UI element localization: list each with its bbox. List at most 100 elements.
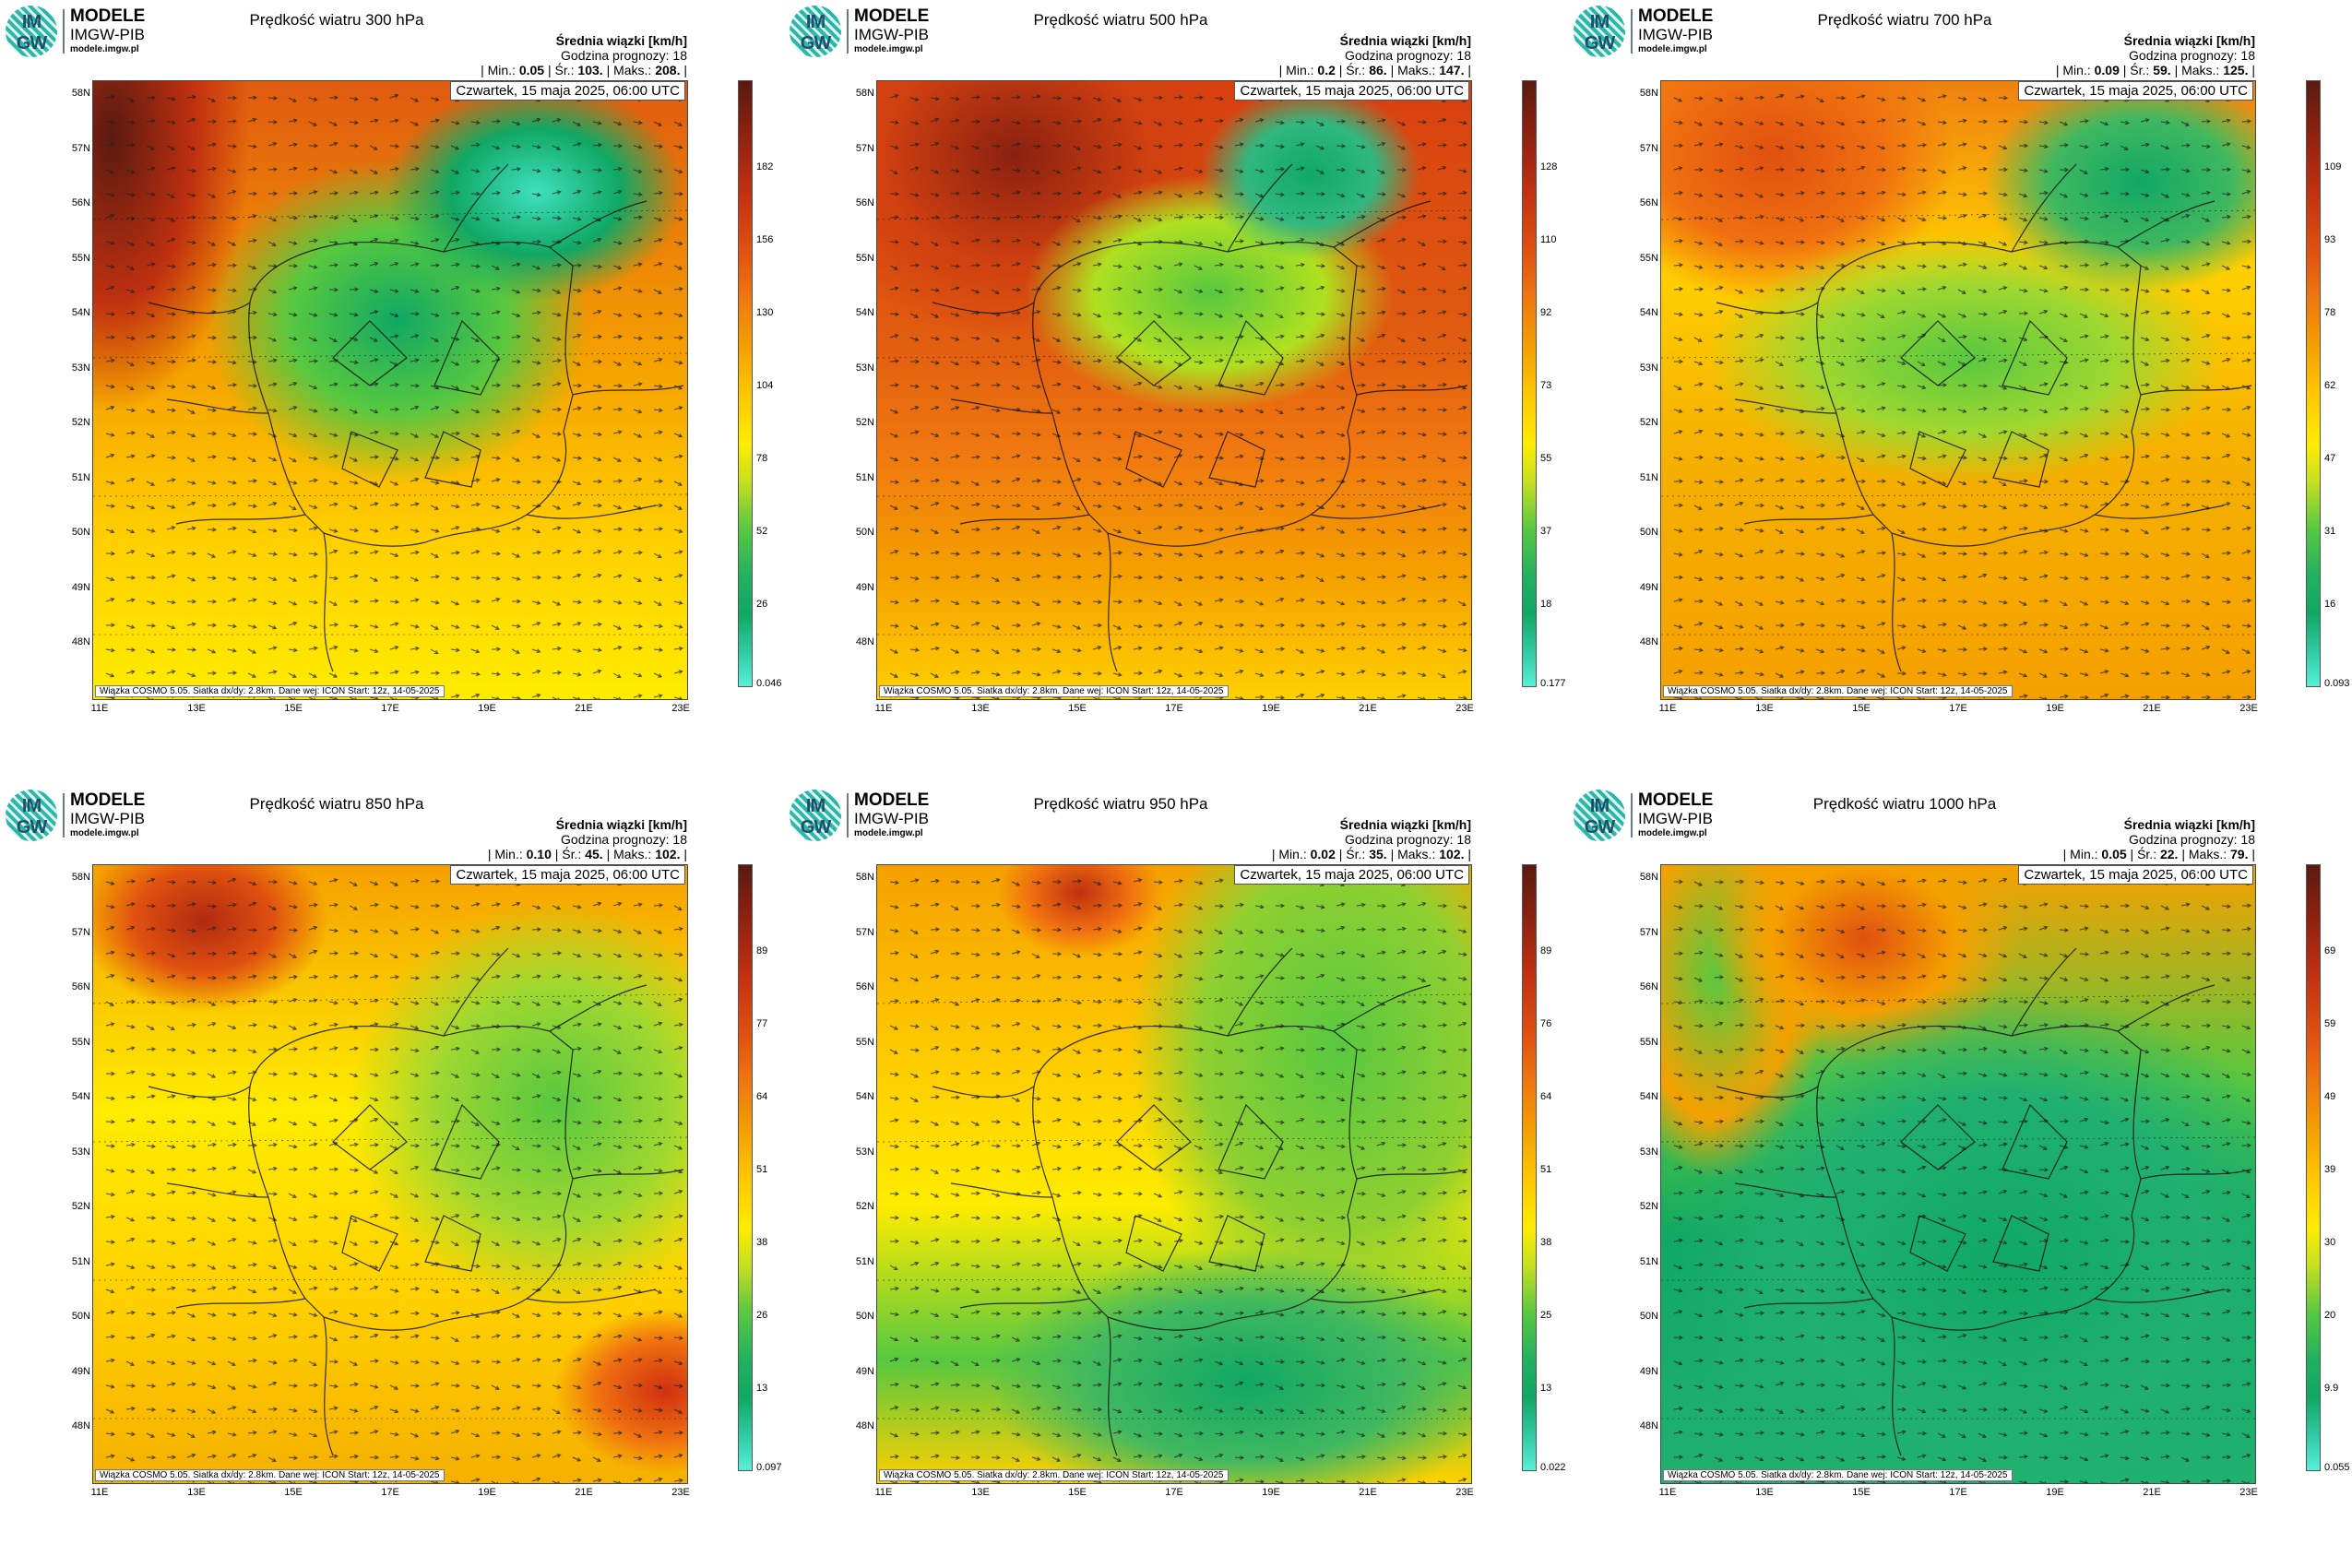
wind-arrows-layer — [877, 94, 1471, 699]
stat-min: 0.05 — [518, 63, 545, 77]
imgw-logo: IM GW MODELE IMGW-PIB modele.imgw.pl — [6, 6, 190, 61]
latitude-label: 57N — [855, 142, 874, 154]
logo-text-modele: MODELE — [854, 6, 930, 26]
longitude-label: 15E — [1068, 703, 1087, 714]
latitude-label: 49N — [1639, 581, 1658, 593]
longitude-label: 15E — [1852, 1487, 1871, 1498]
colorbar — [2306, 864, 2321, 1471]
latitude-label: 56N — [71, 981, 90, 992]
forecast-hour-label: Godzina prognozy: 18 — [561, 48, 687, 63]
unit-label: Średnia wiązki [km/h] — [555, 33, 687, 48]
latitude-label: 50N — [855, 1311, 874, 1322]
longitude-label: 11E — [874, 703, 893, 714]
colorbar-tick: 26 — [756, 599, 768, 610]
colorbar-tick: 78 — [756, 453, 768, 464]
latitude-label: 56N — [855, 981, 874, 992]
latitude-label: 55N — [1639, 1036, 1658, 1048]
colorbar — [738, 864, 753, 1471]
longitude-label: 21E — [1359, 1487, 1377, 1498]
latitude-label: 50N — [71, 527, 90, 538]
longitude-label: 17E — [1165, 1487, 1183, 1498]
latitude-label: 58N — [71, 872, 90, 883]
latitude-label: 51N — [71, 471, 90, 483]
colorbar-tick: 39 — [2324, 1164, 2336, 1175]
colorbar-tick: 59 — [2324, 1018, 2336, 1029]
colorbar-tick: 13 — [756, 1383, 768, 1394]
latitude-label: 54N — [855, 307, 874, 318]
stat-max: 79. — [2230, 847, 2249, 861]
wind-arrows-layer — [93, 93, 687, 699]
colorbar-tick: 52 — [756, 526, 768, 537]
colorbar-tick: 49 — [2324, 1091, 2336, 1102]
stats-line: | Min.: 0.05 | Śr.: 22. | Maks.: 79. | — [2062, 847, 2255, 861]
stat-max: 125. — [2223, 63, 2249, 77]
latitude-label: 48N — [71, 1420, 90, 1431]
latitude-label: 53N — [71, 1146, 90, 1158]
colorbar-tick: 64 — [756, 1091, 768, 1102]
unit-label: Średnia wiązki [km/h] — [1339, 33, 1471, 48]
longitude-label: 13E — [1755, 1487, 1774, 1498]
colorbar-tick: 89 — [1540, 945, 1552, 956]
stat-max: 208. — [655, 63, 681, 77]
panel-title: Prędkość wiatru 300 hPa — [249, 11, 424, 29]
imgw-logo-mark: IM GW — [6, 790, 57, 841]
longitude-label: 19E — [478, 703, 496, 714]
colorbar-tick: 110 — [1540, 234, 1557, 245]
latitude-label: 48N — [1639, 1420, 1658, 1431]
logo-text-imgw: IMGW-PIB — [70, 26, 145, 43]
map-panel: IM GW MODELE IMGW-PIB modele.imgw.pl Prę… — [0, 0, 784, 784]
stat-avg: 35. — [1369, 847, 1387, 861]
stats-line: | Min.: 0.10 | Śr.: 45. | Maks.: 102. | — [487, 847, 687, 861]
latitude-label: 50N — [71, 1311, 90, 1322]
latitude-label: 54N — [855, 1091, 874, 1102]
longitude-label: 15E — [1852, 703, 1871, 714]
colorbar-tick: 51 — [756, 1164, 768, 1175]
colorbar — [738, 80, 753, 687]
map-panel: IM GW MODELE IMGW-PIB modele.imgw.pl Prę… — [784, 0, 1568, 784]
latitude-label: 57N — [71, 926, 90, 938]
stat-avg: 59. — [2153, 63, 2171, 77]
stat-avg: 22. — [2159, 847, 2179, 861]
latitude-label: 56N — [1639, 197, 1658, 208]
logo-url: modele.imgw.pl — [1638, 44, 1707, 54]
unit-label: Średnia wiązki [km/h] — [1339, 817, 1471, 832]
latitude-label: 55N — [71, 1036, 90, 1048]
colorbar-tick: 104 — [756, 380, 774, 391]
longitude-label: 13E — [187, 1487, 206, 1498]
logo-text-modele: MODELE — [854, 790, 930, 810]
longitude-label: 19E — [478, 1487, 496, 1498]
longitude-label: 21E — [2143, 1487, 2161, 1498]
latitude-label: 57N — [1639, 926, 1658, 938]
colorbar-tick: 25 — [1540, 1310, 1552, 1321]
stat-min: 0.05 — [2101, 847, 2127, 861]
longitude-label: 13E — [1755, 703, 1774, 714]
colorbar-tick: 38 — [1540, 1237, 1552, 1248]
longitude-label: 21E — [1359, 703, 1377, 714]
longitude-label: 15E — [284, 703, 303, 714]
latitude-label: 51N — [855, 471, 874, 483]
longitude-label: 23E — [671, 703, 690, 714]
colorbar-tick: 30 — [2324, 1237, 2336, 1248]
latitude-label: 53N — [855, 362, 874, 374]
imgw-logo-mark: IM GW — [790, 790, 841, 841]
longitude-label: 21E — [2143, 703, 2161, 714]
latitude-label: 57N — [71, 142, 90, 154]
logo-text-imgw: IMGW-PIB — [854, 810, 929, 827]
longitude-label: 13E — [971, 703, 990, 714]
wind-map: Czwartek, 15 maja 2025, 06:00 UTC Wiązka… — [876, 864, 1472, 1484]
model-footer: Wiązka COSMO 5.05. Siatka dx/dy: 2.8km. … — [1663, 1469, 2013, 1481]
stat-avg: 45. — [585, 847, 603, 861]
latitude-label: 52N — [855, 417, 874, 428]
logo-url: modele.imgw.pl — [1638, 828, 1707, 838]
logo-url: modele.imgw.pl — [70, 44, 139, 54]
latitude-label: 54N — [1639, 1091, 1658, 1102]
latitude-label: 48N — [71, 636, 90, 647]
latitude-label: 53N — [71, 362, 90, 374]
stat-min: 0.02 — [1310, 847, 1336, 861]
logo-text-imgw: IMGW-PIB — [1638, 26, 1713, 43]
model-footer: Wiązka COSMO 5.05. Siatka dx/dy: 2.8km. … — [95, 685, 445, 697]
latitude-label: 49N — [1639, 1365, 1658, 1377]
imgw-logo-mark: IM GW — [1574, 790, 1625, 841]
imgw-logo: IM GW MODELE IMGW-PIB modele.imgw.pl — [790, 790, 974, 845]
